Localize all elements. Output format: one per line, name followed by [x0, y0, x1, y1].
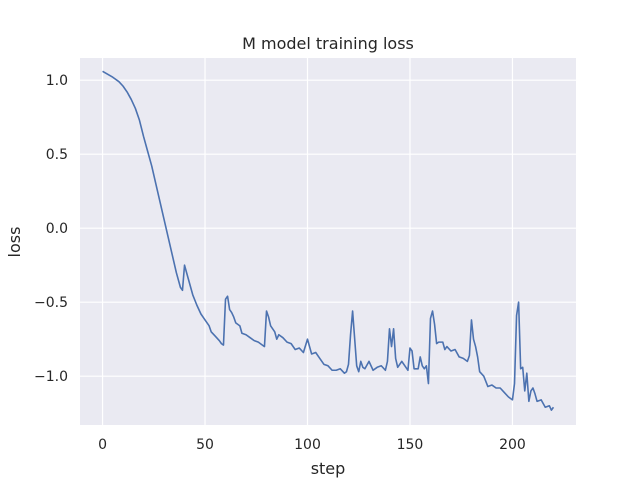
x-tick-label: 150 [397, 437, 424, 453]
tick-labels: 0 50 100 150 200 1.0 0.5 0.0 −0.5 −1.0 [34, 73, 526, 453]
x-tick-label: 200 [499, 437, 526, 453]
chart-title: M model training loss [242, 34, 414, 53]
y-tick-label: 0.5 [46, 147, 68, 163]
y-tick-label: 1.0 [46, 73, 68, 89]
y-tick-label: 0.0 [46, 221, 68, 237]
series-line [102, 70, 555, 411]
y-axis-label: loss [5, 227, 24, 258]
x-tick-label: 100 [294, 437, 321, 453]
x-tick-label: 50 [196, 437, 214, 453]
y-tick-label: −0.5 [34, 295, 68, 311]
plot-background [80, 58, 576, 425]
y-tick-label: −1.0 [34, 369, 68, 385]
grid-lines [80, 58, 576, 425]
x-axis-label: step [311, 459, 346, 478]
x-tick-label: 0 [98, 437, 107, 453]
